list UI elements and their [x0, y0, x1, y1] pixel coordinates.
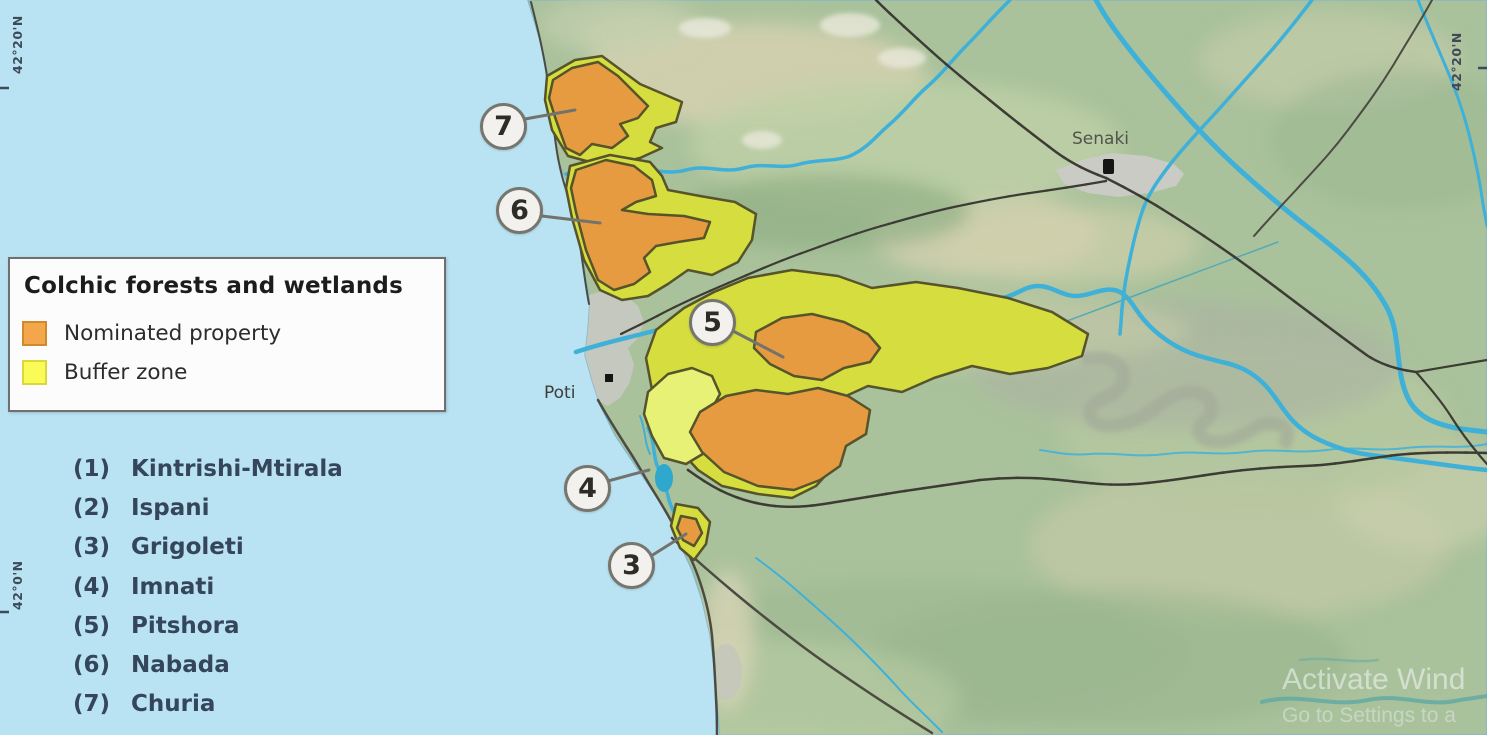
legend-title: Colchic forests and wetlands — [24, 273, 403, 299]
list-item: (3) Grigoleti — [73, 528, 343, 567]
site-name: Nabada — [131, 652, 230, 679]
map-marker-7: 7 — [480, 103, 527, 150]
map-legend: Colchic forests and wetlands Nominated p… — [8, 257, 446, 412]
site-number: (4) — [73, 573, 111, 600]
map-marker-6: 6 — [496, 187, 543, 234]
place-label-senaki: Senaki — [1072, 129, 1130, 149]
site-number: (3) — [73, 534, 111, 561]
site-name: Kintrishi-Mtirala — [131, 455, 343, 482]
buffer-zone-swatch — [22, 360, 47, 385]
poti-urban-area — [583, 290, 644, 406]
map-marker-4: 4 — [564, 465, 611, 512]
map-marker-3: 3 — [608, 542, 655, 589]
senaki-town-marker — [1103, 159, 1114, 174]
site-name: Pitshora — [131, 612, 240, 639]
nominated-property-grigoleti — [675, 514, 704, 548]
list-item: (5) Pitshora — [73, 606, 343, 645]
site-name: Churia — [131, 691, 216, 718]
railway-layer — [621, 0, 1487, 507]
site-number: (2) — [73, 494, 111, 521]
list-item: (7) Churia — [73, 685, 343, 724]
latitude-label-bottom-left: 42°0'N — [10, 560, 25, 610]
small-town-area — [710, 644, 742, 700]
place-label-poti: Poti — [544, 383, 576, 403]
legend-item-label: Nominated property — [64, 321, 282, 346]
old-riverbed-meander — [1080, 351, 1294, 451]
nominated-property-imnati — [688, 386, 872, 492]
nominated-property-swatch — [22, 321, 47, 346]
map-marker-5: 5 — [689, 299, 736, 346]
graticule-ticks — [0, 66, 1487, 614]
nominated-property-nabada — [569, 158, 712, 292]
list-item: (6) Nabada — [73, 645, 343, 684]
senaki-urban-area — [1056, 153, 1184, 197]
legend-item-nominated: Nominated property — [22, 321, 281, 346]
leader-lines — [523, 108, 785, 558]
latitude-label-top-right: 42°20'N — [1449, 32, 1464, 92]
nominated-property-churia — [547, 60, 650, 157]
list-item: (4) Imnati — [73, 567, 343, 606]
site-name: Ispani — [131, 494, 210, 521]
list-item: (1) Kintrishi-Mtirala — [73, 449, 343, 488]
latitude-label-top-left: 42°20'N — [10, 15, 25, 75]
site-number: (1) — [73, 455, 111, 482]
site-number: (7) — [73, 691, 111, 718]
site-index-list: (1) Kintrishi-Mtirala (2) Ispani (3) Gri… — [73, 449, 343, 724]
nominated-property-pitshora — [752, 312, 882, 382]
legend-item-buffer: Buffer zone — [22, 360, 187, 385]
activate-windows-subtext: Go to Settings to a — [1282, 704, 1456, 727]
site-name: Grigoleti — [131, 534, 244, 561]
poti-town-marker — [605, 374, 613, 382]
site-number: (5) — [73, 612, 111, 639]
site-polygons-layer — [543, 54, 1090, 562]
legend-item-label: Buffer zone — [64, 360, 188, 385]
site-number: (6) — [73, 652, 111, 679]
terrain-layer — [540, 0, 1487, 735]
site-name: Imnati — [131, 573, 215, 600]
list-item: (2) Ispani — [73, 488, 343, 527]
activate-windows-watermark: Activate Wind — [1282, 663, 1466, 696]
